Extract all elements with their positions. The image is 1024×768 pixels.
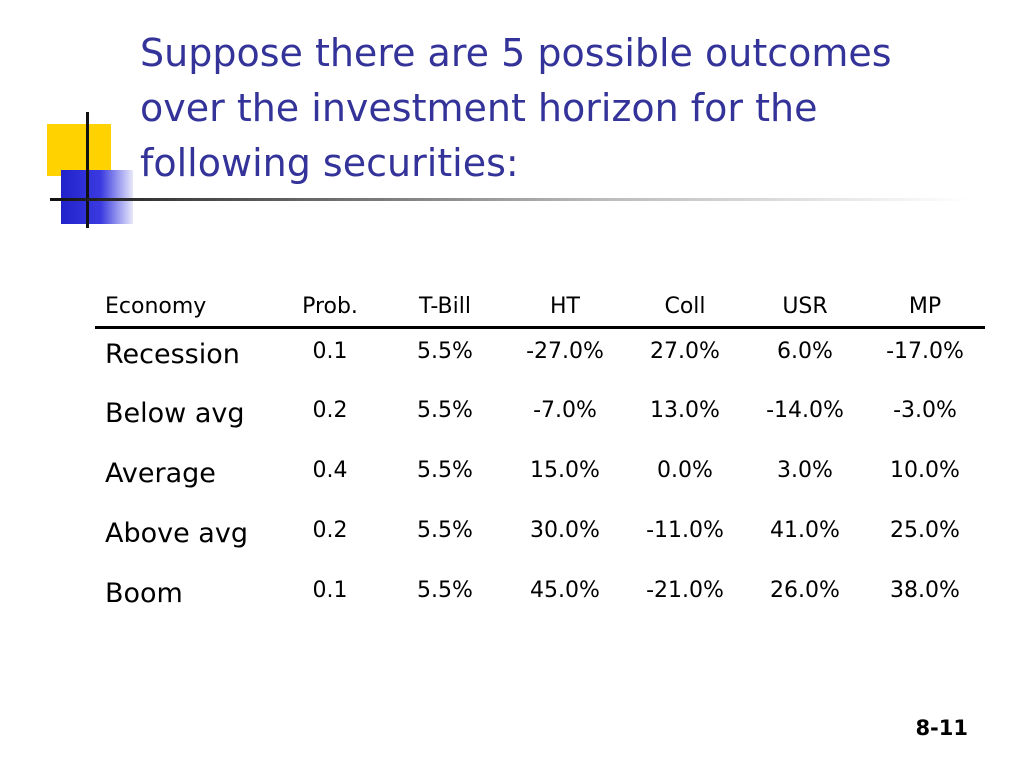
- vertical-rule: [86, 112, 89, 228]
- cell-usr: 3.0%: [777, 457, 833, 483]
- table-row: Recession 0.1 5.5% -27.0% 27.0% 6.0% -17…: [95, 328, 985, 388]
- cell-mp: 25.0%: [890, 517, 960, 543]
- header-economy: Economy: [95, 286, 275, 329]
- table-header-row: Economy Prob. T-Bill HT Coll USR MP: [95, 286, 985, 329]
- cell-prob: 0.2: [312, 397, 348, 423]
- cell-prob: 0.2: [312, 517, 348, 543]
- cell-ht: 45.0%: [530, 577, 600, 603]
- cell-prob: 0.1: [312, 577, 348, 603]
- cell-economy: Boom: [105, 577, 183, 609]
- header-prob: Prob.: [275, 286, 385, 329]
- cell-coll: 13.0%: [650, 397, 720, 423]
- cell-tbill: 5.5%: [417, 397, 473, 423]
- header-ht: HT: [505, 286, 625, 329]
- cell-economy: Recession: [105, 339, 240, 370]
- cell-prob: 0.4: [312, 457, 348, 483]
- cell-ht: -7.0%: [533, 397, 597, 423]
- cell-coll: 27.0%: [650, 339, 720, 364]
- cell-tbill: 5.5%: [417, 339, 473, 364]
- cell-mp: 10.0%: [890, 457, 960, 483]
- table-row: Average 0.4 5.5% 15.0% 0.0% 3.0% 10.0%: [95, 448, 985, 508]
- cell-mp: 38.0%: [890, 577, 960, 603]
- header-coll: Coll: [625, 286, 745, 329]
- cell-ht: 30.0%: [530, 517, 600, 543]
- outcomes-table: Economy Prob. T-Bill HT Coll USR MP Rece…: [95, 286, 985, 628]
- cell-coll: -21.0%: [646, 577, 724, 603]
- table-row: Above avg 0.2 5.5% 30.0% -11.0% 41.0% 25…: [95, 508, 985, 568]
- cell-tbill: 5.5%: [417, 517, 473, 543]
- table-row: Boom 0.1 5.5% 45.0% -21.0% 26.0% 38.0%: [95, 568, 985, 628]
- cell-economy: Above avg: [105, 517, 248, 549]
- cell-tbill: 5.5%: [417, 577, 473, 603]
- slide-title: Suppose there are 5 possible outcomes ov…: [140, 31, 892, 185]
- cell-coll: 0.0%: [657, 457, 713, 483]
- title-underline-rule: [50, 198, 970, 201]
- yellow-square-decoration: [47, 124, 111, 176]
- cell-ht: 15.0%: [530, 457, 600, 483]
- page-number: 8-11: [915, 716, 968, 740]
- cell-usr: -14.0%: [766, 397, 844, 423]
- header-tbill: T-Bill: [385, 286, 505, 329]
- cell-coll: -11.0%: [646, 517, 724, 543]
- cell-usr: 26.0%: [770, 577, 840, 603]
- cell-usr: 41.0%: [770, 517, 840, 543]
- cell-mp: -17.0%: [886, 339, 964, 364]
- cell-tbill: 5.5%: [417, 457, 473, 483]
- cell-usr: 6.0%: [777, 339, 833, 364]
- header-usr: USR: [745, 286, 865, 329]
- header-mp: MP: [865, 286, 985, 329]
- cell-economy: Average: [105, 457, 216, 489]
- blue-square-decoration: [61, 170, 133, 224]
- table-row: Below avg 0.2 5.5% -7.0% 13.0% -14.0% -3…: [95, 388, 985, 448]
- cell-ht: -27.0%: [526, 339, 604, 364]
- cell-mp: -3.0%: [893, 397, 957, 423]
- cell-prob: 0.1: [312, 339, 348, 364]
- cell-economy: Below avg: [105, 397, 245, 429]
